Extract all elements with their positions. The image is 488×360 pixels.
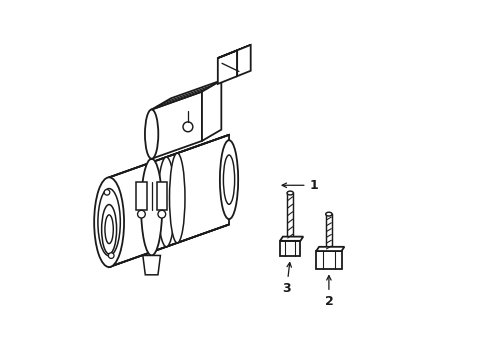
Polygon shape: [280, 237, 303, 241]
Text: 1: 1: [282, 179, 318, 192]
Ellipse shape: [108, 253, 114, 258]
Polygon shape: [151, 92, 202, 159]
Ellipse shape: [158, 157, 174, 247]
Ellipse shape: [137, 210, 145, 218]
Ellipse shape: [98, 189, 120, 256]
Polygon shape: [136, 182, 146, 210]
Ellipse shape: [94, 177, 124, 267]
Polygon shape: [316, 247, 344, 251]
Ellipse shape: [286, 191, 293, 195]
Polygon shape: [280, 241, 300, 256]
Ellipse shape: [325, 212, 331, 216]
Polygon shape: [151, 80, 221, 109]
Ellipse shape: [220, 140, 238, 219]
Ellipse shape: [102, 204, 116, 254]
Ellipse shape: [169, 153, 184, 243]
Polygon shape: [325, 214, 331, 249]
Text: 2: 2: [324, 276, 333, 308]
Polygon shape: [217, 50, 237, 84]
Text: 3: 3: [282, 262, 291, 295]
Ellipse shape: [183, 122, 192, 132]
Polygon shape: [156, 182, 167, 210]
Polygon shape: [237, 45, 250, 76]
Ellipse shape: [223, 155, 234, 204]
Polygon shape: [286, 193, 293, 238]
Polygon shape: [202, 80, 221, 141]
Polygon shape: [142, 256, 160, 275]
Polygon shape: [316, 251, 341, 269]
Ellipse shape: [158, 210, 165, 218]
Ellipse shape: [105, 215, 113, 244]
Ellipse shape: [104, 189, 110, 195]
Polygon shape: [217, 45, 250, 58]
Ellipse shape: [141, 159, 162, 256]
Ellipse shape: [144, 109, 158, 159]
Polygon shape: [109, 135, 228, 267]
